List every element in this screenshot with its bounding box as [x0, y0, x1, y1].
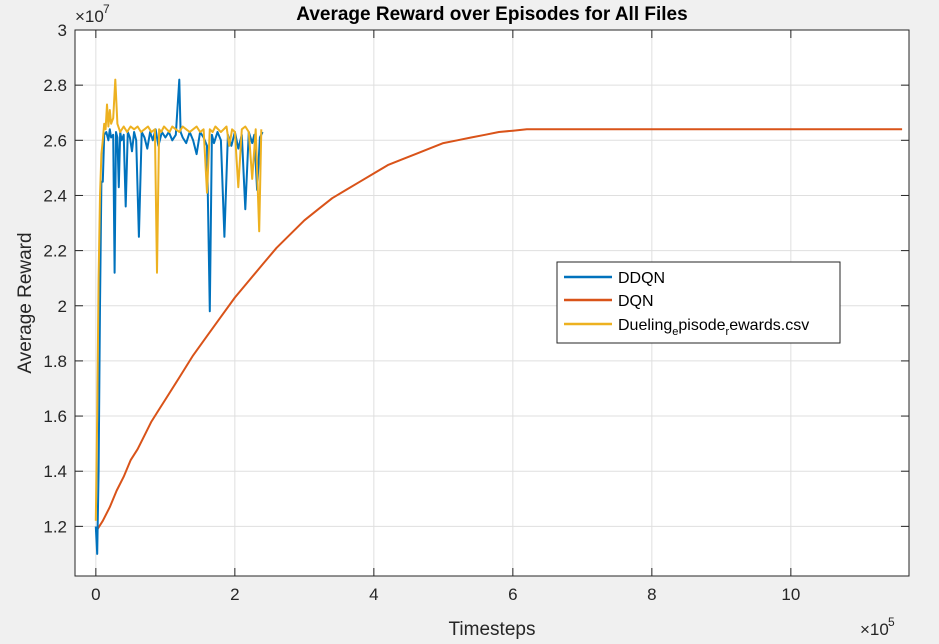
x-tick-label: 6 — [508, 585, 517, 604]
legend-label-dueling-part: pisode — [678, 317, 725, 334]
y-tick-label: 1.2 — [43, 517, 67, 536]
series-group — [94, 78, 903, 555]
y-tick-label: 2.6 — [43, 131, 67, 150]
legend-label-ddqn: DDQN — [618, 270, 665, 287]
x-tick-label: 0 — [91, 585, 100, 604]
series-line-dqn — [94, 128, 903, 533]
y-tick-label: 1.6 — [43, 407, 67, 426]
x-exponent-power: 5 — [888, 615, 895, 629]
chart-title: Average Reward over Episodes for All Fil… — [296, 4, 687, 25]
y-tick-label: 2.4 — [43, 186, 67, 205]
x-exponent-base: ×10 — [860, 620, 889, 639]
axes-box — [74, 29, 910, 577]
legend: DDQN DQN Duelingepisoderewards.csv — [556, 261, 841, 344]
y-tick-label: 1.4 — [43, 462, 67, 481]
legend-label-dueling: Duelingepisoderewards.csv — [618, 317, 809, 338]
legend-label-dueling-part: Dueling — [618, 317, 672, 334]
y-exponent-base: ×10 — [75, 7, 104, 26]
y-exponent: ×10 7 — [75, 2, 110, 26]
x-tick-label: 10 — [781, 585, 800, 604]
legend-box — [556, 261, 841, 344]
series-line-dueling-episode-rewards-csv — [94, 78, 263, 521]
y-tick-label: 2 — [58, 297, 67, 316]
x-exponent: ×10 5 — [860, 615, 895, 639]
legend-label-dueling-sub: e — [672, 326, 678, 338]
tick-labels: 0 2 4 6 8 10 1.2 1.4 1.6 1.8 2 2.2 2.4 2.6 2.8 3 — [43, 21, 800, 604]
y-axis-label: Average Reward — [15, 232, 36, 373]
y-tick-label: 1.8 — [43, 352, 67, 371]
x-tick-label: 4 — [369, 585, 378, 604]
y-tick-label: 2.2 — [43, 242, 67, 261]
y-exponent-power: 7 — [103, 2, 110, 16]
legend-label-dueling-part: ewards.csv — [729, 317, 809, 334]
x-tick-label: 8 — [647, 585, 656, 604]
ticks — [75, 29, 909, 576]
x-tick-label: 2 — [230, 585, 239, 604]
y-tick-label: 2.8 — [43, 76, 67, 95]
y-tick-label: 3 — [58, 21, 67, 40]
legend-label-dqn: DQN — [618, 293, 654, 310]
x-axis-label: Timesteps — [449, 619, 536, 640]
legend-label-dueling-sub: r — [726, 326, 730, 338]
